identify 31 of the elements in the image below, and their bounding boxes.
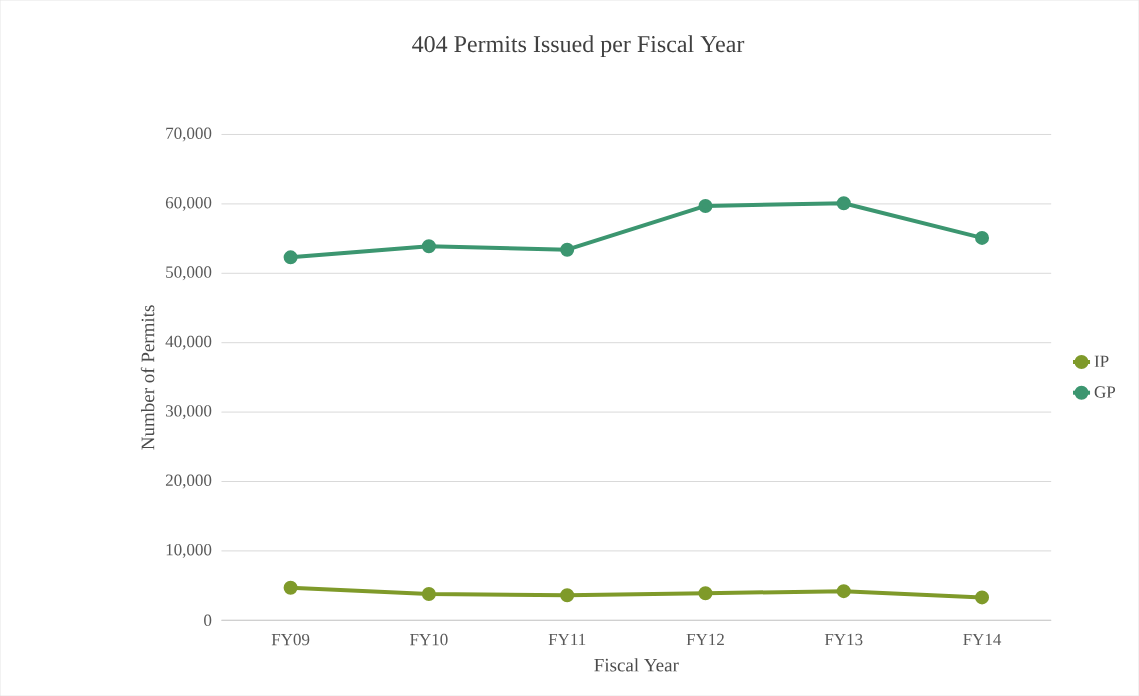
y-tick-label: 20,000 [165,474,212,489]
x-tick-label: FY11 [548,633,586,645]
legend-label: IP [1094,355,1109,367]
point [975,590,990,605]
point [560,242,575,257]
y-tick-label: 70,000 [166,127,212,142]
point [560,588,575,603]
point [698,198,713,213]
point [698,586,713,601]
y-tick-label: 60,000 [165,196,212,211]
y-tick-label: 40,000 [165,335,212,350]
point [975,230,990,245]
legend-label: GP [1094,386,1116,398]
x-tick-label: FY12 [686,633,724,646]
y-tick-label: 10,000 [166,543,212,558]
point [283,580,298,595]
y-tick-label: 30,000 [166,405,212,419]
x-tick-label: FY09 [271,633,310,646]
point [421,586,436,601]
y-tick-label: 50,000 [166,266,212,281]
x-tick-label: FY14 [963,633,1002,645]
y-tick-label: 0 [204,614,212,626]
x-axis-title: Fiscal Year [594,658,679,672]
point [283,250,298,265]
point [836,584,851,599]
chart-title: 404 Permits Issued per Fiscal Year [412,35,745,57]
x-tick-label: FY10 [410,633,448,646]
x-tick-label: FY13 [824,633,863,646]
y-axis-title: Number of Permits [140,305,155,450]
point [421,239,436,254]
point [836,196,851,211]
